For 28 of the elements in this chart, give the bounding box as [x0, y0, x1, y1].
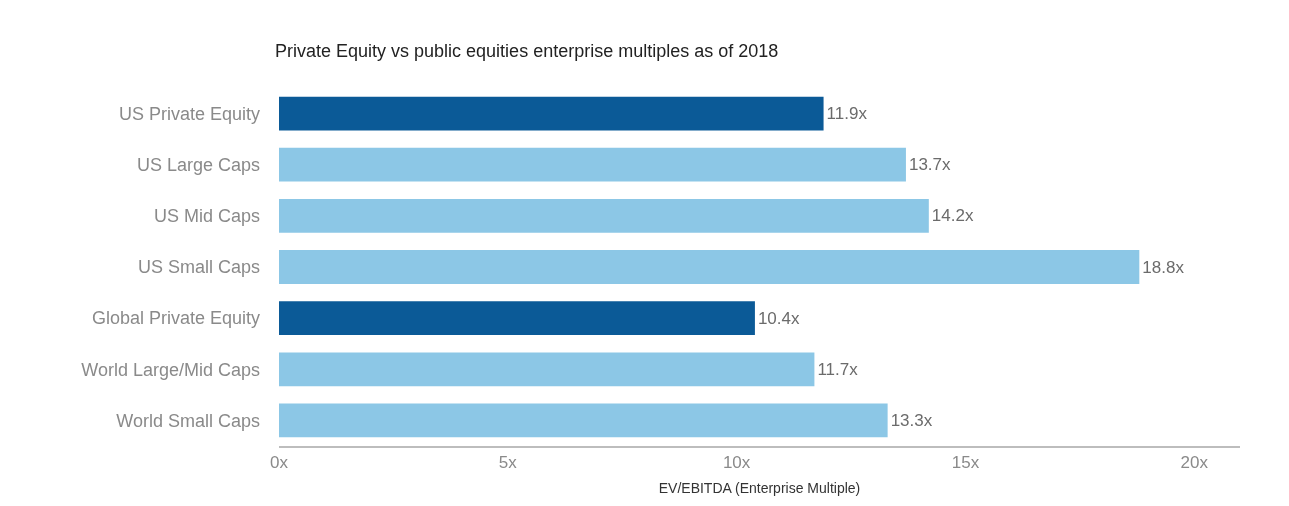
x-tick-label: 0x — [270, 453, 289, 473]
y-tick-label: World Large/Mid Caps — [81, 359, 260, 380]
data-label: 13.3x — [890, 410, 933, 430]
bar — [279, 301, 755, 336]
bar — [279, 96, 824, 131]
bar — [279, 147, 906, 182]
y-tick-label: Global Private Equity — [91, 308, 260, 329]
y-tick-label: US Mid Caps — [153, 206, 260, 227]
chart-title: Private Equity vs public equities enterprise multiples as of 2018 — [275, 40, 779, 61]
bar — [279, 198, 929, 233]
x-tick-label: 5x — [498, 453, 518, 473]
x-tick-label: 20x — [1180, 453, 1209, 473]
y-tick-label: World Small Caps — [116, 410, 260, 431]
data-label: 10.4x — [757, 308, 801, 328]
x-axis-title: EV/EBITDA (Enterprise Multiple) — [658, 479, 861, 496]
x-tick-label: 15x — [951, 453, 980, 473]
x-tick-label: 10x — [722, 453, 751, 473]
data-label: 18.8x — [1142, 257, 1185, 277]
bar — [279, 403, 888, 438]
data-label: 13.7x — [908, 155, 952, 175]
y-tick-label: US Private Equity — [118, 103, 260, 124]
data-label: 14.2x — [931, 206, 974, 226]
data-label: 11.9x — [826, 104, 868, 124]
y-tick-label: US Small Caps — [137, 257, 260, 278]
bar — [279, 352, 815, 387]
bar — [279, 250, 1140, 284]
data-label: 11.7x — [817, 359, 859, 379]
y-tick-label: US Large Caps — [136, 155, 260, 176]
